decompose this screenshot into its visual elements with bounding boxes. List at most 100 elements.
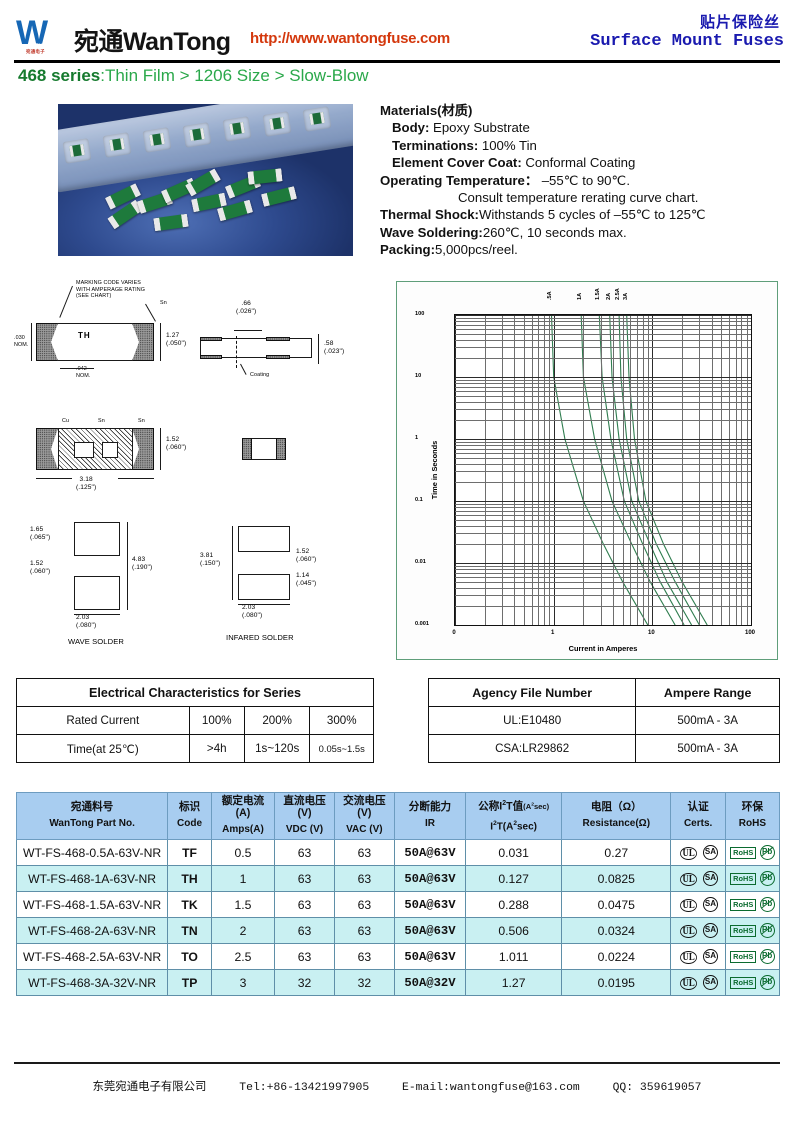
series-description: :Thin Film > 1206 Size > Slow-Blow (100, 66, 369, 85)
cu-label: Cu (62, 418, 70, 424)
header-title-en: Surface Mount Fuses (590, 32, 784, 51)
mechanical-drawings: MARKING CODE VARIES WITH AMPERAGE RATING… (14, 278, 389, 660)
cell-ir: 50A@63V (393, 943, 467, 970)
cell-i2t: 0.506 (465, 917, 563, 944)
col-vdc-cn: 直流电压 (283, 795, 326, 807)
sn-label-mid: Sn (98, 418, 105, 424)
table-row: UL:E10480 500mA - 3A (427, 706, 780, 735)
chart-gridline-h (455, 510, 751, 512)
ul-icon: UL (680, 898, 698, 912)
chart-gridline-h (455, 525, 751, 527)
fuse-side-view (200, 338, 312, 358)
infared-solder-label: INFARED SOLDER (226, 633, 294, 642)
materials-operating-temp: Operating Temperature： –55℃ to 90℃. (380, 172, 784, 189)
col-code-en: Code (177, 818, 203, 829)
cell-vdc: 63 (274, 865, 335, 892)
footer-tel: Tel:+86-13421997905 (239, 1082, 370, 1094)
chart-gridline-h (455, 606, 751, 607)
cell-rohs: RoHS Pb (724, 917, 781, 944)
cell-certs: UL SA (670, 917, 726, 944)
col-vdc-en: VDC (V) (285, 824, 324, 835)
materials-wave-soldering-label: Wave Soldering: (380, 224, 483, 240)
cell-ir: 50A@63V (393, 865, 467, 892)
chart-x-tick: 0 (452, 630, 456, 636)
website-url[interactable]: http://www.wantongfuse.com (250, 30, 450, 47)
cell-vac: 63 (333, 865, 395, 892)
lead-free-icon: Pb (759, 949, 775, 965)
materials-thermal-shock-value: Withstands 5 cycles of –55℃ to 125℃ (478, 207, 706, 223)
dim-127: 1.27 (.050") (166, 332, 187, 347)
cell-rohs: RoHS Pb (724, 839, 781, 866)
chart-gridline-v (637, 315, 638, 625)
chart-gridline-v (630, 315, 632, 625)
cell-amps: 1.5 (210, 891, 276, 918)
chart-gridline-h (455, 471, 751, 473)
materials-terminations: Terminations: 100% Tin (380, 137, 784, 154)
rated-current-200: 200% (243, 706, 311, 735)
cell-part-no: WT-FS-468-1A-63V-NR (15, 865, 169, 892)
header-title-cn: 贴片保险丝 (699, 14, 780, 31)
chart-gridline-h (455, 324, 751, 326)
company-logo: W WanTong 宛通电子 (16, 16, 72, 58)
materials-spec: Materials(材质) Body: Epoxy Substrate Term… (380, 102, 784, 259)
chart-gridline-v (549, 315, 550, 625)
cell-part-no: WT-FS-468-0.5A-63V-NR (15, 839, 169, 866)
dim-165: 1.65 (.065") (30, 526, 51, 541)
col-code: 标识 Code (167, 792, 212, 840)
chart-gridline-v (622, 315, 624, 625)
chart-gridline-h (455, 321, 751, 322)
cell-vac: 63 (333, 891, 395, 918)
chart-gridline-h (455, 409, 751, 411)
footer-email[interactable]: E-mail:wantongfuse@163.com (402, 1082, 580, 1094)
page-footer: 东莞宛通电子有限公司 Tel:+86-13421997905 E-mail:wa… (0, 1078, 794, 1094)
materials-body-label: Body: (392, 120, 430, 136)
cell-vac: 63 (333, 839, 395, 866)
chart-gridline-v (729, 315, 730, 625)
cell-part-no: WT-FS-468-2.5A-63V-NR (15, 943, 169, 970)
agency-ul-range: 500mA - 3A (635, 706, 780, 735)
materials-packing-label: Packing: (380, 242, 435, 258)
table-row: WT-FS-468-3A-32V-NR TP 3 32 32 50A@32V 1.27 0.0… (15, 969, 781, 996)
col-amps-cn: 额定电流 (221, 795, 265, 807)
cell-certs: UL SA (670, 969, 726, 996)
cell-i2t: 0.127 (465, 865, 563, 892)
chart-gridline-h (455, 533, 751, 535)
series-title: 468 series:Thin Film > 1206 Size > Slow-… (18, 66, 369, 86)
col-resistance: 电阻（Ω） Resistance(Ω) (561, 792, 672, 840)
cell-vdc: 63 (274, 839, 335, 866)
table-row: WT-FS-468-1A-63V-NR TH 1 63 63 50A@63V 0.127 0.… (15, 865, 781, 892)
dim-318-length: 3.18 (.125") (76, 476, 97, 491)
chart-gridline-v (642, 315, 644, 625)
marking-code-note: MARKING CODE VARIES WITH AMPERAGE RATING… (76, 280, 145, 300)
col-amps-en: Amps(A) (222, 824, 264, 835)
cell-resistance: 0.0825 (561, 865, 672, 892)
cell-certs: UL SA (670, 943, 726, 970)
sn-label-top: Sn (160, 300, 167, 306)
chart-gridline-v (647, 315, 649, 625)
dim-483: 4.83 (.190") (132, 556, 153, 571)
materials-operating-temp-label: Operating Temperature： (380, 172, 539, 188)
cell-code: TF (167, 839, 212, 866)
chart-gridline-v (721, 315, 722, 625)
cell-amps: 1 (210, 865, 276, 892)
chart-gridline-h (455, 445, 751, 446)
table-row: CSA:LR29862 500mA - 3A (427, 734, 780, 763)
chart-gridline-v (741, 315, 743, 625)
col-certs-cn: 认证 (687, 801, 709, 813)
chart-curve (618, 315, 700, 625)
col-amps: 额定电流 (A) Amps(A) (210, 792, 276, 840)
cell-resistance: 0.27 (561, 839, 672, 866)
chart-gridline-v (652, 315, 654, 625)
time-200: 1s~120s (243, 734, 311, 763)
cell-vdc: 63 (274, 917, 335, 944)
materials-body: Body: Epoxy Substrate (380, 119, 784, 136)
col-vac-cn-unit: (V) (357, 807, 372, 819)
chart-gridline-h (455, 565, 751, 567)
cell-certs: UL SA (670, 865, 726, 892)
materials-thermal-shock-label: Thermal Shock: (380, 207, 479, 223)
chart-gridline-h (455, 328, 751, 330)
col-ir: 分断能力 IR (393, 792, 467, 840)
table-row: Time(at 25℃) >4h 1s~120s 0.05s~1.5s (16, 734, 374, 763)
cell-certs: UL SA (670, 839, 726, 866)
chart-gridline-v (583, 315, 585, 625)
